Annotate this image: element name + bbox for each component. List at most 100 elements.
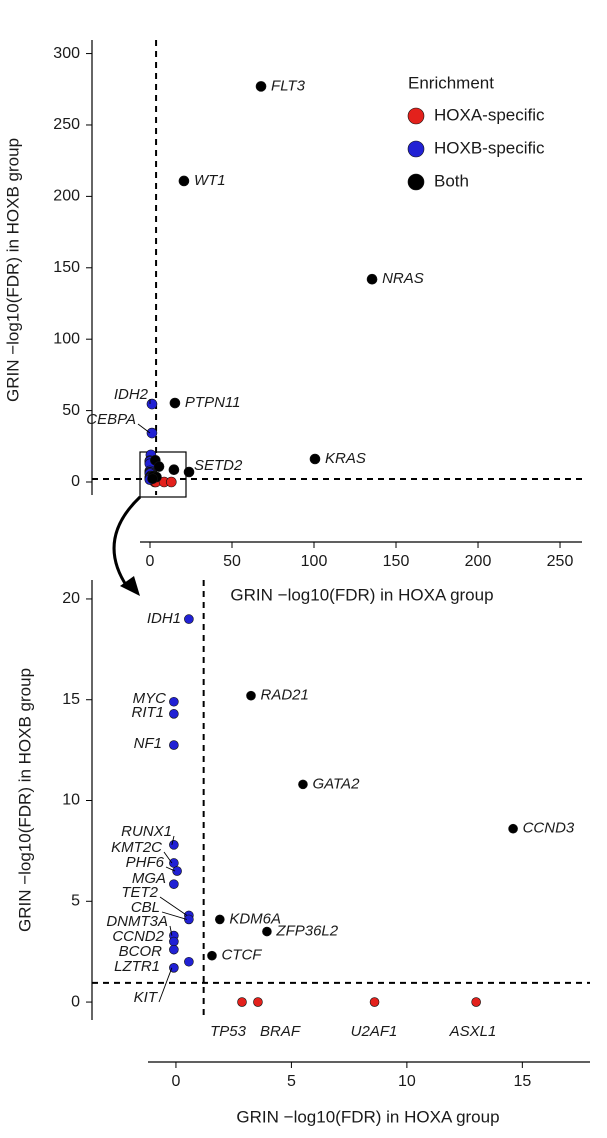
point-label: IDH1 [147, 610, 181, 627]
point-label: KMT2C [111, 839, 162, 856]
leader-line [158, 967, 173, 1003]
x-tick-label: 0 [171, 1073, 180, 1090]
point [508, 823, 518, 834]
y-axis-title: GRIN −log10(FDR) in HOXB group [15, 668, 34, 932]
point-label: MYC [133, 690, 167, 707]
point-label: SETD2 [194, 457, 243, 474]
point [169, 709, 179, 719]
x-axis-title: GRIN −log10(FDR) in HOXA group [230, 585, 493, 604]
point-label: CTCF [221, 947, 262, 964]
y-tick-label: 50 [62, 402, 80, 419]
point-label: KRAS [325, 450, 366, 467]
y-tick-label: 150 [53, 259, 80, 276]
leader-line [171, 835, 175, 845]
y-tick-label: 10 [62, 792, 80, 809]
point-label: CCND3 [523, 820, 575, 837]
point [169, 397, 181, 409]
x-tick-label: 0 [146, 553, 155, 570]
point-label: GATA2 [312, 775, 360, 792]
point [246, 690, 256, 701]
y-tick-label: 0 [71, 473, 80, 490]
point-label: FLT3 [271, 77, 306, 94]
x-tick-label: 10 [398, 1073, 416, 1090]
point [178, 175, 190, 187]
leader-line [163, 851, 173, 864]
point-label: PHF6 [126, 854, 165, 871]
point [172, 866, 182, 876]
y-axis-title: GRIN −log10(FDR) in HOXB group [3, 138, 22, 402]
y-tick-label: 100 [53, 330, 80, 347]
point-label: TP53 [210, 1023, 247, 1040]
point [169, 858, 179, 868]
legend-title: Enrichment [408, 73, 494, 92]
point-label: ZFP36L2 [275, 922, 338, 939]
y-tick-label: 5 [71, 893, 80, 910]
point-label: TET2 [121, 884, 158, 901]
point [169, 740, 179, 750]
point-label: RAD21 [260, 687, 308, 704]
point-label: RIT1 [131, 704, 164, 721]
x-tick-label: 15 [513, 1073, 531, 1090]
point-label: NF1 [134, 735, 162, 752]
y-tick-label: 15 [62, 691, 80, 708]
x-tick-label: 250 [547, 553, 574, 570]
leader-line [159, 896, 188, 916]
legend-label: Both [434, 171, 469, 190]
point [184, 956, 194, 967]
y-tick-label: 200 [53, 188, 80, 205]
point [169, 936, 179, 947]
point [168, 464, 180, 476]
leader-line [161, 911, 188, 920]
zoom-arrow [112, 495, 142, 589]
point-label: RUNX1 [121, 823, 172, 840]
point [207, 950, 217, 961]
point [253, 997, 263, 1007]
point [169, 840, 179, 850]
point-label: KDM6A [229, 910, 281, 927]
point [309, 453, 321, 465]
point [298, 779, 308, 790]
point [369, 997, 380, 1007]
legend-marker [407, 173, 425, 191]
point [366, 273, 378, 285]
point-label: CCND2 [112, 928, 164, 945]
point-label: KIT [134, 989, 159, 1006]
point-label: ASXL1 [449, 1023, 497, 1040]
point [169, 879, 179, 889]
point [237, 997, 247, 1007]
point-label: WT1 [194, 172, 226, 189]
point-label: CBL [131, 899, 160, 916]
point-label: DNMT3A [106, 913, 168, 930]
point [169, 696, 179, 707]
point [262, 926, 272, 937]
point [166, 476, 177, 488]
y-tick-label: 0 [71, 993, 80, 1010]
point-label: U2AF1 [351, 1023, 398, 1040]
point [146, 427, 158, 439]
y-tick-label: 250 [53, 116, 80, 133]
point [146, 398, 158, 410]
leader-line [165, 866, 176, 872]
point [169, 944, 179, 955]
legend-label: HOXB-specific [434, 138, 545, 157]
point [184, 914, 194, 925]
y-tick-label: 20 [62, 590, 80, 607]
x-axis-title: GRIN −log10(FDR) in HOXA group [236, 1107, 499, 1126]
point-label: BRAF [260, 1023, 301, 1040]
point-label: PTPN11 [185, 394, 241, 411]
x-tick-label: 200 [465, 553, 492, 570]
point-label: LZTR1 [114, 958, 160, 975]
x-tick-label: 100 [301, 553, 328, 570]
x-tick-label: 5 [287, 1073, 296, 1090]
zoom-arrowhead [120, 576, 140, 596]
point-label: CEBPA [86, 411, 136, 428]
point [147, 473, 158, 485]
point [184, 614, 194, 624]
legend-marker [407, 140, 425, 158]
point [153, 461, 165, 472]
x-tick-label: 150 [383, 553, 410, 570]
point [471, 997, 481, 1007]
y-tick-label: 300 [53, 45, 80, 62]
point-label: MGA [132, 870, 166, 887]
